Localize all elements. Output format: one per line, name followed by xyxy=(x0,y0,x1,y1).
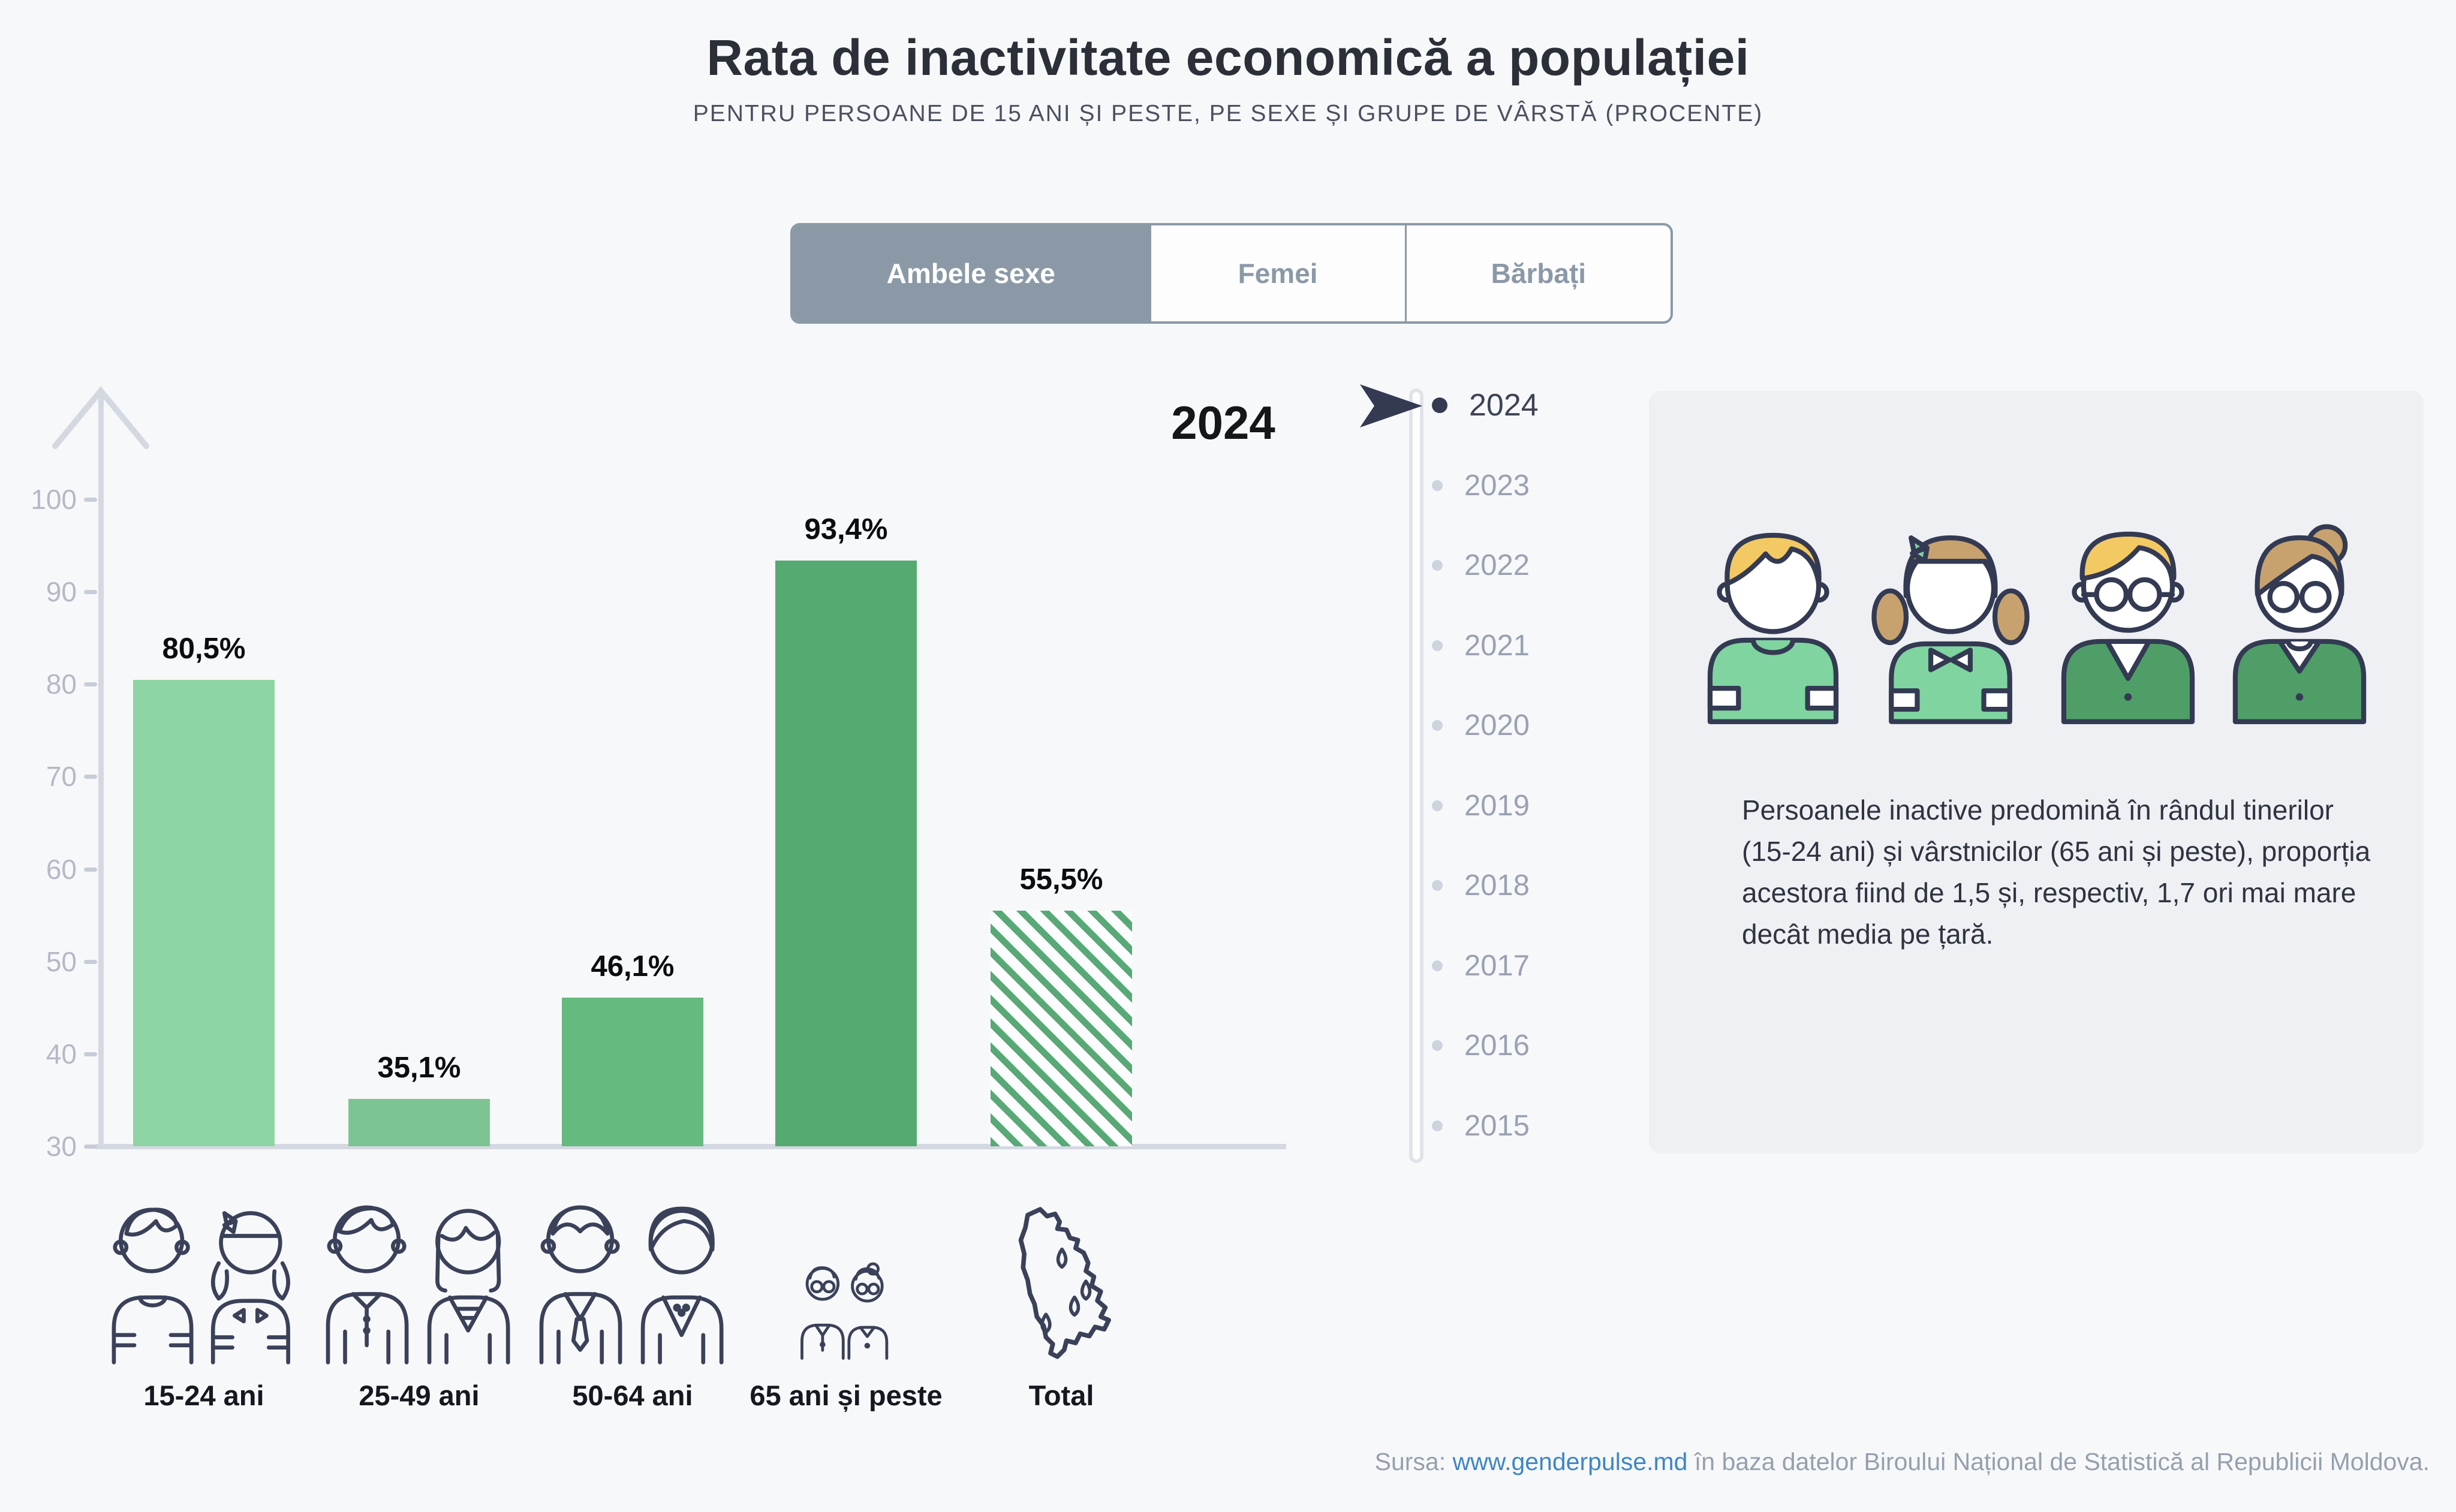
timeline-dot xyxy=(1432,640,1443,651)
timeline-year-2021[interactable]: 2021 xyxy=(1432,624,1530,667)
y-tick-label: 90 xyxy=(46,576,77,608)
timeline-track[interactable] xyxy=(1409,388,1423,1163)
y-tick-label: 60 xyxy=(46,853,77,885)
bar-value-label: 93,4% xyxy=(804,513,888,546)
timeline-year-label: 2023 xyxy=(1464,469,1530,502)
moldova-map-icon xyxy=(1018,1207,1111,1359)
timeline-dot xyxy=(1432,1040,1443,1051)
source-suffix: în baza datelor Biroului Național de Sta… xyxy=(1687,1448,2430,1475)
timeline-year-label: 2019 xyxy=(1464,789,1530,822)
bar-15-24-ani[interactable] xyxy=(133,679,275,1146)
timeline-year-label: 2015 xyxy=(1464,1109,1530,1142)
boy-avatar-icon xyxy=(1707,532,1839,724)
sex-filter-tabs: Ambele sexe Femei Bărbați xyxy=(790,223,1673,324)
y-tick-label: 30 xyxy=(46,1131,77,1162)
y-axis-arrow-icon xyxy=(52,386,149,449)
timeline-year-label: 2020 xyxy=(1464,709,1530,742)
bar-65-ani-și-peste[interactable] xyxy=(775,560,917,1146)
y-tick-mark xyxy=(84,867,97,872)
tab-femei[interactable]: Femei xyxy=(1149,225,1405,321)
timeline-year-2016[interactable]: 2016 xyxy=(1432,1024,1530,1067)
bar-value-label: 46,1% xyxy=(591,950,675,983)
kids-15-24-icon xyxy=(112,1207,290,1365)
timeline-dot xyxy=(1432,480,1443,491)
y-tick-mark xyxy=(84,590,97,595)
seniors-50-64-icon xyxy=(539,1205,724,1365)
bar-total[interactable] xyxy=(991,910,1132,1146)
timeline-dot xyxy=(1432,397,1447,413)
timeline-year-2023[interactable]: 2023 xyxy=(1432,464,1530,507)
category-label-65-plus: 65 ani și peste xyxy=(750,1380,943,1411)
timeline-dot xyxy=(1432,560,1443,571)
bar-value-label: 80,5% xyxy=(162,632,246,665)
timeline-dot xyxy=(1432,720,1443,731)
category-label-15-24: 15-24 ani xyxy=(143,1380,264,1411)
y-tick-label: 70 xyxy=(46,761,77,793)
bar-25-49-ani[interactable] xyxy=(348,1099,490,1146)
timeline-cursor-icon[interactable] xyxy=(1360,384,1423,428)
y-tick-mark xyxy=(84,498,97,502)
timeline-year-label: 2022 xyxy=(1464,549,1530,582)
people-illustration xyxy=(1649,517,2424,727)
timeline-year-2017[interactable]: 2017 xyxy=(1432,944,1530,987)
tab-barbati[interactable]: Bărbați xyxy=(1404,225,1671,321)
category-label-total: Total xyxy=(1028,1380,1094,1411)
y-tick-mark xyxy=(84,1052,97,1056)
timeline-year-2019[interactable]: 2019 xyxy=(1432,784,1530,827)
insight-panel: Persoanele inactive predomină în rândul … xyxy=(1649,391,2424,1153)
timeline-year-2015[interactable]: 2015 xyxy=(1432,1104,1530,1147)
timeline-year-2018[interactable]: 2018 xyxy=(1432,864,1530,907)
y-tick-label: 80 xyxy=(46,668,77,700)
y-tick-label: 100 xyxy=(31,484,77,515)
timeline-year-2024[interactable]: 2024 xyxy=(1432,384,1539,427)
timeline-dot xyxy=(1432,800,1443,811)
y-tick-label: 50 xyxy=(46,945,77,977)
source-prefix: Sursa: xyxy=(1374,1448,1453,1475)
category-label-50-64: 50-64 ani xyxy=(572,1380,693,1411)
insight-text: Persoanele inactive predomină în rândul … xyxy=(1742,794,2371,950)
timeline-dot xyxy=(1432,960,1443,971)
bar-value-label: 35,1% xyxy=(377,1052,461,1085)
timeline-year-label: 2021 xyxy=(1464,629,1530,662)
source-line: Sursa: www.genderpulse.md în baza datelo… xyxy=(1375,1448,2430,1476)
x-axis-baseline xyxy=(96,1144,1286,1149)
elderly-65-plus-icon xyxy=(800,1262,889,1360)
woman-glasses-avatar-icon xyxy=(2232,524,2367,724)
girl-avatar-icon xyxy=(1871,535,2030,724)
chart-year-label: 2024 xyxy=(1171,396,1275,449)
adults-25-49-icon xyxy=(326,1205,510,1365)
page-subtitle: PENTRU PERSOANE DE 15 ANI ȘI PESTE, PE S… xyxy=(693,101,1763,126)
timeline-year-2022[interactable]: 2022 xyxy=(1432,544,1530,587)
y-tick-label: 40 xyxy=(46,1038,77,1070)
y-tick-mark xyxy=(84,959,97,964)
timeline-year-label: 2024 xyxy=(1469,388,1539,423)
source-link[interactable]: www.genderpulse.md xyxy=(1452,1448,1688,1475)
page-title: Rata de inactivitate economică a populaț… xyxy=(706,29,1750,86)
bar-value-label: 55,5% xyxy=(1019,863,1103,896)
timeline-dot xyxy=(1432,880,1443,891)
timeline-year-label: 2016 xyxy=(1464,1029,1530,1062)
tab-ambele-sexe[interactable]: Ambele sexe xyxy=(793,225,1149,321)
y-tick-mark xyxy=(84,775,97,779)
y-axis-line xyxy=(98,391,104,1146)
y-tick-mark xyxy=(84,1144,97,1149)
y-tick-mark xyxy=(84,682,97,687)
timeline-year-label: 2017 xyxy=(1464,949,1530,982)
timeline-year-label: 2018 xyxy=(1464,869,1530,902)
timeline-dot xyxy=(1432,1120,1443,1131)
timeline-year-2020[interactable]: 2020 xyxy=(1432,704,1530,747)
category-label-25-49: 25-49 ani xyxy=(359,1380,480,1411)
bar-50-64-ani[interactable] xyxy=(562,997,703,1146)
man-glasses-avatar-icon xyxy=(2061,531,2195,724)
